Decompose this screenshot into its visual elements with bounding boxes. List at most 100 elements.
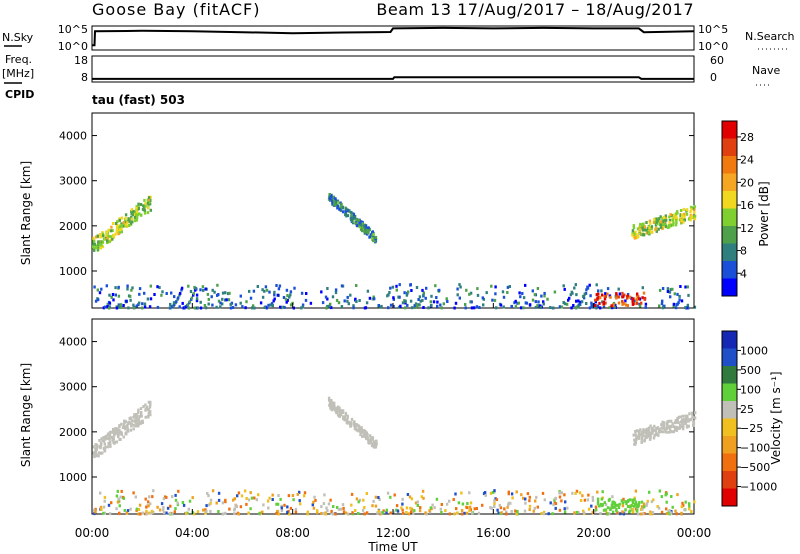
echo-cell <box>519 306 523 310</box>
echo-cell <box>655 217 658 221</box>
echo-cell <box>669 288 672 292</box>
echo-cell <box>690 214 693 218</box>
echo-cell <box>631 507 634 511</box>
echo-cell <box>617 295 620 299</box>
colorbar-tick-label: −1000 <box>740 481 777 494</box>
echo-cell <box>640 500 644 504</box>
x-tick-label: 08:00 <box>275 526 310 540</box>
echo-cell <box>149 413 152 417</box>
echo-cell <box>491 298 494 302</box>
chart-title: Goose Bay (fitACF) <box>92 0 260 19</box>
echo-cell <box>350 417 354 421</box>
echo-cell <box>330 399 333 402</box>
echo-cell <box>172 301 176 305</box>
echo-cell <box>686 306 690 310</box>
echo-cell <box>176 501 179 505</box>
echo-cell <box>143 291 146 295</box>
echo-cell <box>277 494 280 497</box>
echo-cell <box>648 437 652 441</box>
echo-cell <box>321 301 325 305</box>
echo-cell <box>673 428 677 432</box>
echo-cell <box>271 498 274 501</box>
echo-cell <box>147 500 150 504</box>
echo-cell <box>641 296 644 300</box>
echo-cell <box>412 511 415 515</box>
echo-cell <box>322 512 325 516</box>
echo-cell <box>365 436 368 440</box>
echo-cell <box>152 489 155 493</box>
echo-cell <box>228 507 231 511</box>
echo-cell <box>273 290 276 294</box>
echo-cell <box>120 489 123 493</box>
echo-cell <box>632 235 636 239</box>
echo-cell <box>184 512 188 515</box>
echo-cell <box>418 295 422 299</box>
echo-cell <box>104 437 107 441</box>
echo-cell <box>299 502 302 506</box>
echo-cell <box>343 417 347 421</box>
echo-cell <box>456 293 459 297</box>
echo-cell <box>334 291 338 295</box>
echo-cell <box>560 491 563 495</box>
echo-cell <box>601 300 604 304</box>
echo-cell <box>600 497 603 501</box>
echo-cell <box>495 306 498 310</box>
echo-cell <box>604 292 607 296</box>
echo-cell <box>108 306 111 310</box>
echo-cell <box>466 506 469 510</box>
echo-cell <box>692 206 695 210</box>
echo-cell <box>96 234 99 238</box>
echo-cell <box>405 293 409 297</box>
echo-cell <box>377 304 380 307</box>
echo-cell <box>407 512 411 516</box>
echo-cell <box>329 498 332 502</box>
echo-cell <box>642 502 646 506</box>
echo-cell <box>414 305 417 309</box>
echo-cell <box>312 506 316 510</box>
echo-cell <box>685 212 689 216</box>
echo-cell <box>680 218 683 222</box>
echo-cell <box>352 213 356 217</box>
echo-cell <box>324 512 327 516</box>
echo-cell <box>114 429 117 433</box>
echo-cell <box>204 508 207 512</box>
echo-cell <box>662 304 665 308</box>
echo-cell <box>364 228 367 231</box>
echo-cell <box>395 288 398 292</box>
echo-cell <box>149 511 152 515</box>
echo-cell <box>406 303 409 307</box>
echo-cell <box>377 496 380 499</box>
echo-cell <box>675 420 678 424</box>
echo-cell <box>93 239 96 243</box>
echo-cell <box>350 492 354 496</box>
echo-cell <box>372 232 375 236</box>
echo-cell <box>332 195 336 199</box>
echo-cell <box>672 221 675 225</box>
echo-cell <box>257 493 260 497</box>
echo-cell <box>417 298 420 301</box>
echo-cell <box>312 500 315 504</box>
echo-cell <box>165 292 168 295</box>
echo-cell <box>137 411 140 415</box>
echo-cell <box>112 298 115 302</box>
echo-cell <box>610 503 614 507</box>
echo-cell <box>365 431 368 435</box>
echo-cell <box>481 296 484 300</box>
echo-cell <box>446 300 449 303</box>
echo-cell <box>622 497 625 501</box>
y-tick-label: 2000 <box>59 426 87 439</box>
echo-cell <box>138 292 141 296</box>
echo-cell <box>221 302 224 306</box>
echo-cell <box>642 291 646 295</box>
echo-cell <box>371 437 374 441</box>
echo-cell <box>642 233 645 237</box>
echo-cell <box>120 223 124 227</box>
echo-cell <box>560 305 564 309</box>
echo-cell <box>677 301 680 305</box>
echo-cell <box>107 441 110 445</box>
echo-cell <box>558 508 562 512</box>
echo-cell <box>370 444 374 448</box>
echo-cell <box>682 220 685 224</box>
echo-cell <box>469 508 472 512</box>
